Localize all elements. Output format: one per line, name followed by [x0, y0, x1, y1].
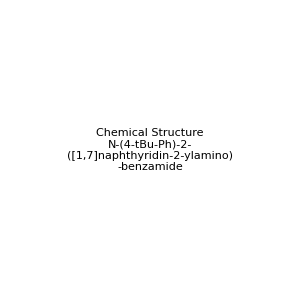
Text: Chemical Structure
N-(4-tBu-Ph)-2-
([1,7]naphthyridin-2-ylamino)
-benzamide: Chemical Structure N-(4-tBu-Ph)-2- ([1,7… [67, 128, 233, 172]
